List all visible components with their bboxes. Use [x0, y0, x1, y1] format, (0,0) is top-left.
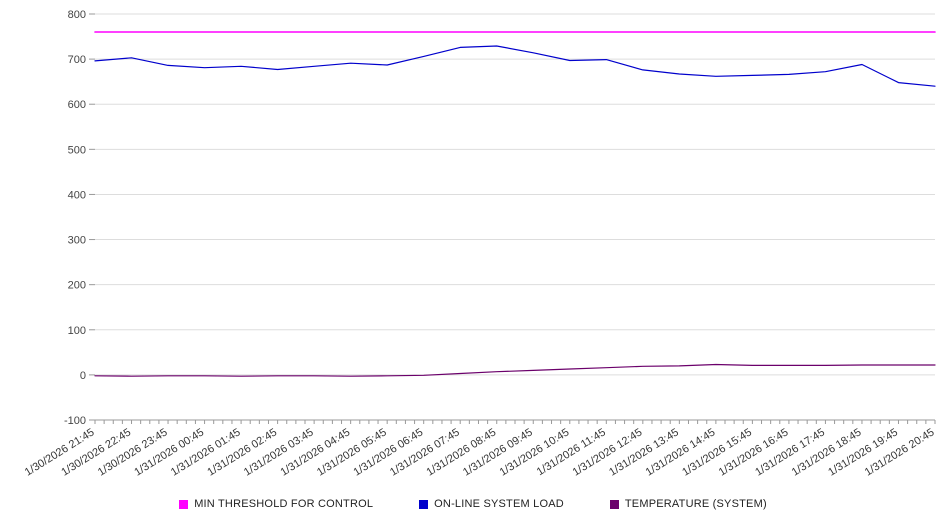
svg-text:300: 300 — [68, 235, 86, 247]
legend-item-system-load: ON-LINE SYSTEM LOAD — [419, 498, 564, 510]
svg-text:400: 400 — [68, 189, 86, 201]
svg-text:100: 100 — [68, 325, 86, 337]
svg-text:-100: -100 — [64, 415, 86, 427]
gridlines — [95, 13, 935, 421]
series-temperature — [94, 363, 936, 377]
svg-text:600: 600 — [68, 99, 86, 111]
legend-swatch-min-threshold-icon — [179, 499, 189, 509]
legend-label-min-threshold: MIN THRESHOLD FOR CONTROL — [194, 498, 374, 510]
svg-text:800: 800 — [68, 9, 86, 21]
series-system-load — [94, 45, 936, 87]
y-axis-ticks — [89, 13, 95, 421]
legend-label-system-load: ON-LINE SYSTEM LOAD — [434, 498, 564, 510]
svg-text:500: 500 — [68, 144, 86, 156]
chart-legend: MIN THRESHOLD FOR CONTROL ON-LINE SYSTEM… — [0, 498, 946, 510]
legend-swatch-temperature-icon — [609, 499, 619, 509]
x-axis-labels: 1/30/2026 21:451/30/2026 22:451/30/2026 … — [23, 426, 937, 478]
legend-swatch-system-load-icon — [419, 499, 429, 509]
legend-item-min-threshold: MIN THRESHOLD FOR CONTROL — [179, 498, 373, 510]
svg-text:200: 200 — [68, 280, 86, 292]
y-axis-labels: 800 700 600 500 400 300 200 100 0 -100 — [64, 9, 86, 427]
svg-text:0: 0 — [80, 370, 86, 382]
legend-label-temperature: TEMPERATURE (SYSTEM) — [624, 498, 767, 510]
svg-text:700: 700 — [68, 54, 86, 66]
x-axis-ticks — [94, 420, 936, 424]
legend-item-temperature: TEMPERATURE (SYSTEM) — [609, 498, 767, 510]
